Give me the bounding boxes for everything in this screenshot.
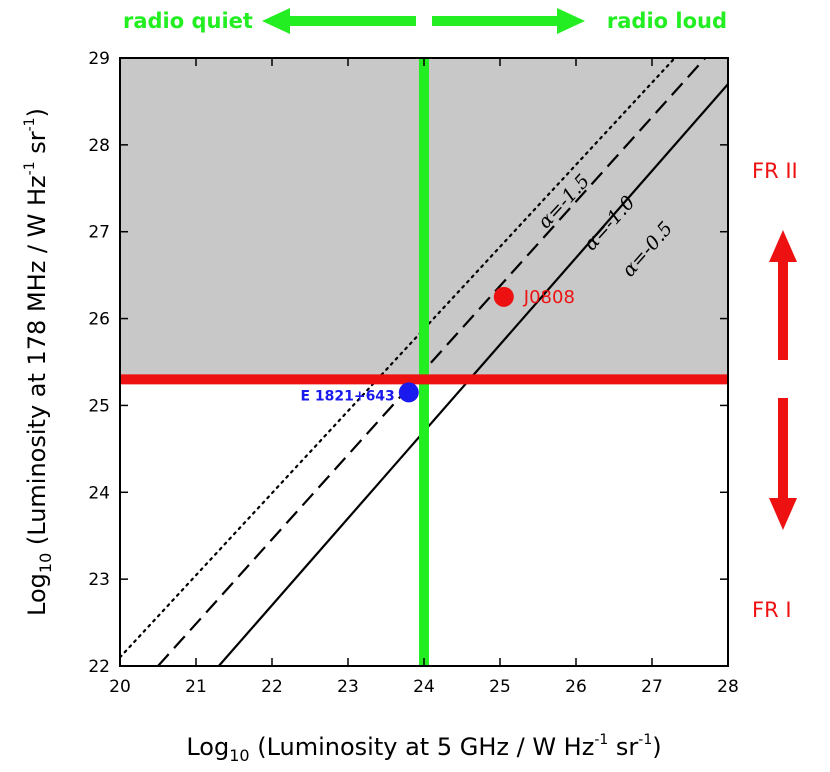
x-tick-label: 28 bbox=[717, 677, 739, 697]
y-tick-labels: 22 23 24 25 26 27 28 29 bbox=[88, 49, 110, 677]
y-tick-label: 24 bbox=[88, 483, 110, 503]
y-axis-title-exp1: -1 bbox=[22, 161, 38, 175]
x-tick-labels: 20 21 22 23 24 25 26 27 28 bbox=[109, 677, 739, 697]
x-tick-label: 23 bbox=[337, 677, 359, 697]
radio-loud-label: radio loud bbox=[607, 9, 727, 33]
fr2-label: FR II bbox=[752, 159, 798, 183]
y-tick-label: 23 bbox=[88, 570, 110, 590]
x-axis-title-close: ) bbox=[652, 733, 661, 761]
alpha-1.0-line bbox=[157, 58, 707, 666]
j0808-label: J0808 bbox=[523, 287, 575, 308]
x-axis-title-exp2: -1 bbox=[638, 732, 652, 748]
e1821-point bbox=[398, 382, 419, 403]
x-axis-title-sub: 10 bbox=[229, 746, 249, 765]
x-tick-label: 20 bbox=[109, 677, 131, 697]
y-axis-title: Log10 (Luminosity at 178 MHz / W Hz-1 sr… bbox=[22, 108, 55, 616]
x-tick-label: 27 bbox=[641, 677, 663, 697]
x-axis-title-sr: sr bbox=[608, 733, 638, 761]
x-tick-label: 22 bbox=[261, 677, 283, 697]
j0808-point bbox=[493, 286, 514, 307]
y-axis-title-sr: sr bbox=[23, 131, 51, 161]
axis-ticks bbox=[119, 57, 729, 667]
y-tick-label: 26 bbox=[88, 310, 110, 330]
y-axis-title-sub: 10 bbox=[36, 553, 55, 573]
fr-break-threshold-line bbox=[120, 374, 728, 385]
y-tick-label: 27 bbox=[88, 223, 110, 243]
y-tick-label: 22 bbox=[88, 657, 110, 677]
x-axis-title-exp1: -1 bbox=[594, 732, 608, 748]
fr1-label: FR I bbox=[752, 598, 792, 622]
y-axis-title-prefix: Log bbox=[23, 573, 51, 616]
x-tick-label: 24 bbox=[413, 677, 435, 697]
x-axis-title: Log10 (Luminosity at 5 GHz / W Hz-1 sr-1… bbox=[186, 732, 661, 765]
x-axis-title-main: (Luminosity at 5 GHz / W Hz bbox=[250, 733, 595, 761]
x-tick-label: 21 bbox=[185, 677, 207, 697]
y-axis-title-main: (Luminosity at 178 MHz / W Hz bbox=[23, 175, 51, 552]
x-tick-label: 26 bbox=[565, 677, 587, 697]
radio-loudness-threshold-line bbox=[419, 58, 429, 666]
radio-quiet-arrow bbox=[262, 8, 416, 34]
radio-quiet-label: radio quiet bbox=[123, 9, 253, 33]
alpha-1.5-line bbox=[120, 58, 676, 659]
x-tick-label: 25 bbox=[489, 677, 511, 697]
radio-loud-arrow bbox=[432, 8, 585, 34]
y-tick-label: 29 bbox=[88, 49, 110, 69]
y-axis-title-exp2: -1 bbox=[22, 117, 38, 131]
y-tick-label: 28 bbox=[88, 136, 110, 156]
fr2-arrow bbox=[769, 230, 797, 360]
e1821-label: E 1821+643 bbox=[300, 388, 394, 404]
x-axis-title-prefix: Log bbox=[186, 733, 229, 761]
y-tick-label: 25 bbox=[88, 396, 110, 416]
y-axis-title-close: ) bbox=[23, 108, 51, 117]
fr1-arrow bbox=[769, 398, 797, 530]
